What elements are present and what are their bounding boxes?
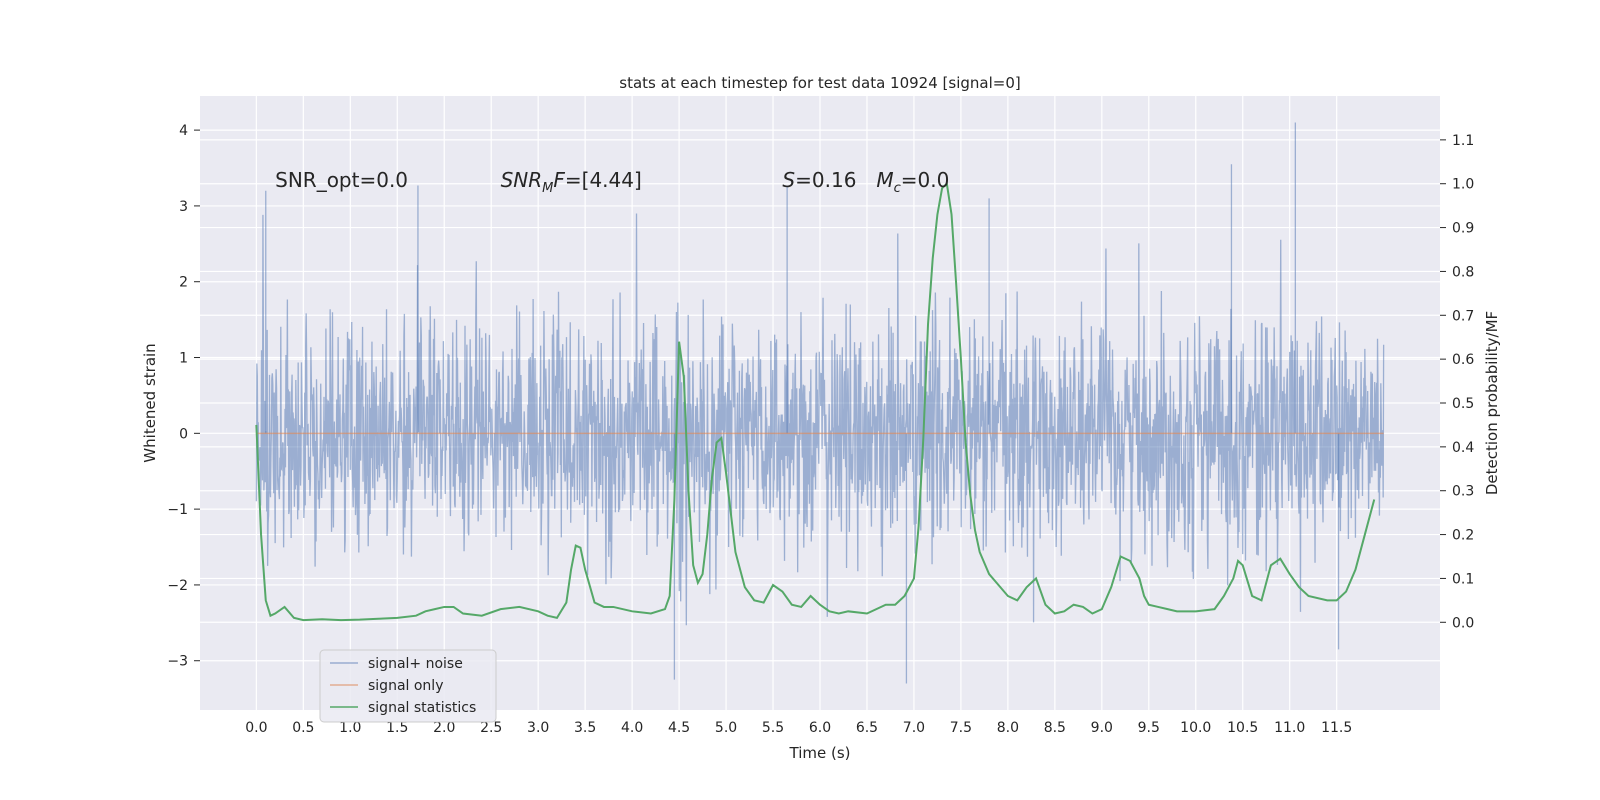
- x-tick-label: 2.5: [480, 720, 502, 736]
- series-signal-statistics: [255, 181, 1376, 622]
- legend-label-signal-statistics: signal statistics: [368, 700, 476, 716]
- x-tick-label: 2.0: [433, 720, 455, 736]
- x-tick-label: 7.5: [950, 720, 972, 736]
- y2-tick-label: 0.5: [1452, 396, 1474, 412]
- x-tick-label: 4.5: [668, 720, 690, 736]
- annotation-snr-mf: SNRMF=[4.44]: [501, 168, 642, 196]
- x-tick-label: 9.0: [1091, 720, 1113, 736]
- y-tick-label: 1: [179, 351, 188, 367]
- series-signal-noise: [255, 122, 1385, 684]
- legend-label-signal-noise: signal+ noise: [368, 656, 463, 672]
- signal-noise-line: [255, 213, 1385, 626]
- axis-ticks: 0.0 0.5 1.0 1.5 2.0 2.5 3.0 3.5 4.0 4.5 5.0 5.5 6.0 6…: [167, 123, 1474, 736]
- annotation-chirp-mass: Mc=0.0: [876, 168, 949, 196]
- x-tick-label: 10.5: [1227, 720, 1258, 736]
- y-tick-label: 2: [179, 275, 188, 291]
- y2-tick-label: 0.4: [1452, 440, 1474, 456]
- annotation-snr-opt: SNR_opt=0.0: [275, 168, 408, 192]
- legend-box: [319, 649, 497, 723]
- x-tick-label: 7.0: [903, 720, 925, 736]
- x-tick-label: 3.0: [527, 720, 549, 736]
- y-tick-label: 3: [179, 199, 188, 215]
- x-tick-label: 3.5: [574, 720, 596, 736]
- x-tick-label: 8.0: [997, 720, 1019, 736]
- y2-tick-label: 0.8: [1452, 264, 1474, 280]
- y-tick-label: 0: [179, 426, 188, 442]
- y2-axis-label: Detection probability/MF: [1483, 311, 1501, 495]
- x-tick-label: 5.5: [762, 720, 784, 736]
- y2-tick-label: 0.0: [1452, 615, 1474, 631]
- x-tick-label: 6.0: [809, 720, 831, 736]
- y2-tick-label: 1.0: [1452, 177, 1474, 193]
- x-tick-label: 4.0: [621, 720, 643, 736]
- y2-tick-label: 0.6: [1452, 352, 1474, 368]
- x-tick-label: 0.0: [245, 720, 267, 736]
- y-tick-label: −2: [167, 578, 188, 594]
- y2-tick-label: 0.3: [1452, 484, 1474, 500]
- grid: [200, 96, 1440, 710]
- annotations: SNR_opt=0.0 SNRMF=[4.44] S=0.16 Mc=0.0: [275, 168, 949, 196]
- x-tick-label: 0.5: [292, 720, 314, 736]
- signal-statistics-line: [255, 181, 1376, 622]
- x-tick-label: 8.5: [1044, 720, 1066, 736]
- y2-tick-label: 1.1: [1452, 133, 1474, 149]
- y-axis-label: Whitened strain: [141, 343, 159, 462]
- x-tick-label: 1.5: [386, 720, 408, 736]
- y2-tick-label: 0.9: [1452, 221, 1474, 237]
- legend: signal+ noise signal only signal statist…: [319, 649, 497, 723]
- y-tick-label: −3: [167, 654, 188, 670]
- y-tick-label: 4: [179, 123, 188, 139]
- y2-tick-label: 0.1: [1452, 571, 1474, 587]
- y2-tick-label: 0.7: [1452, 308, 1474, 324]
- x-tick-label: 1.0: [339, 720, 361, 736]
- x-tick-label: 5.0: [715, 720, 737, 736]
- x-tick-label: 9.5: [1138, 720, 1160, 736]
- legend-label-signal-only: signal only: [368, 678, 443, 694]
- x-axis-label: Time (s): [789, 744, 851, 762]
- x-tick-label: 10.0: [1180, 720, 1211, 736]
- chart-title: stats at each timestep for test data 109…: [619, 74, 1020, 92]
- y-tick-label: −1: [167, 502, 188, 518]
- x-tick-label: 11.5: [1321, 720, 1352, 736]
- x-tick-label: 6.5: [856, 720, 878, 736]
- annotation-stat-s: S=0.16: [782, 168, 856, 192]
- x-tick-label: 11.0: [1274, 720, 1305, 736]
- y2-tick-label: 0.2: [1452, 528, 1474, 544]
